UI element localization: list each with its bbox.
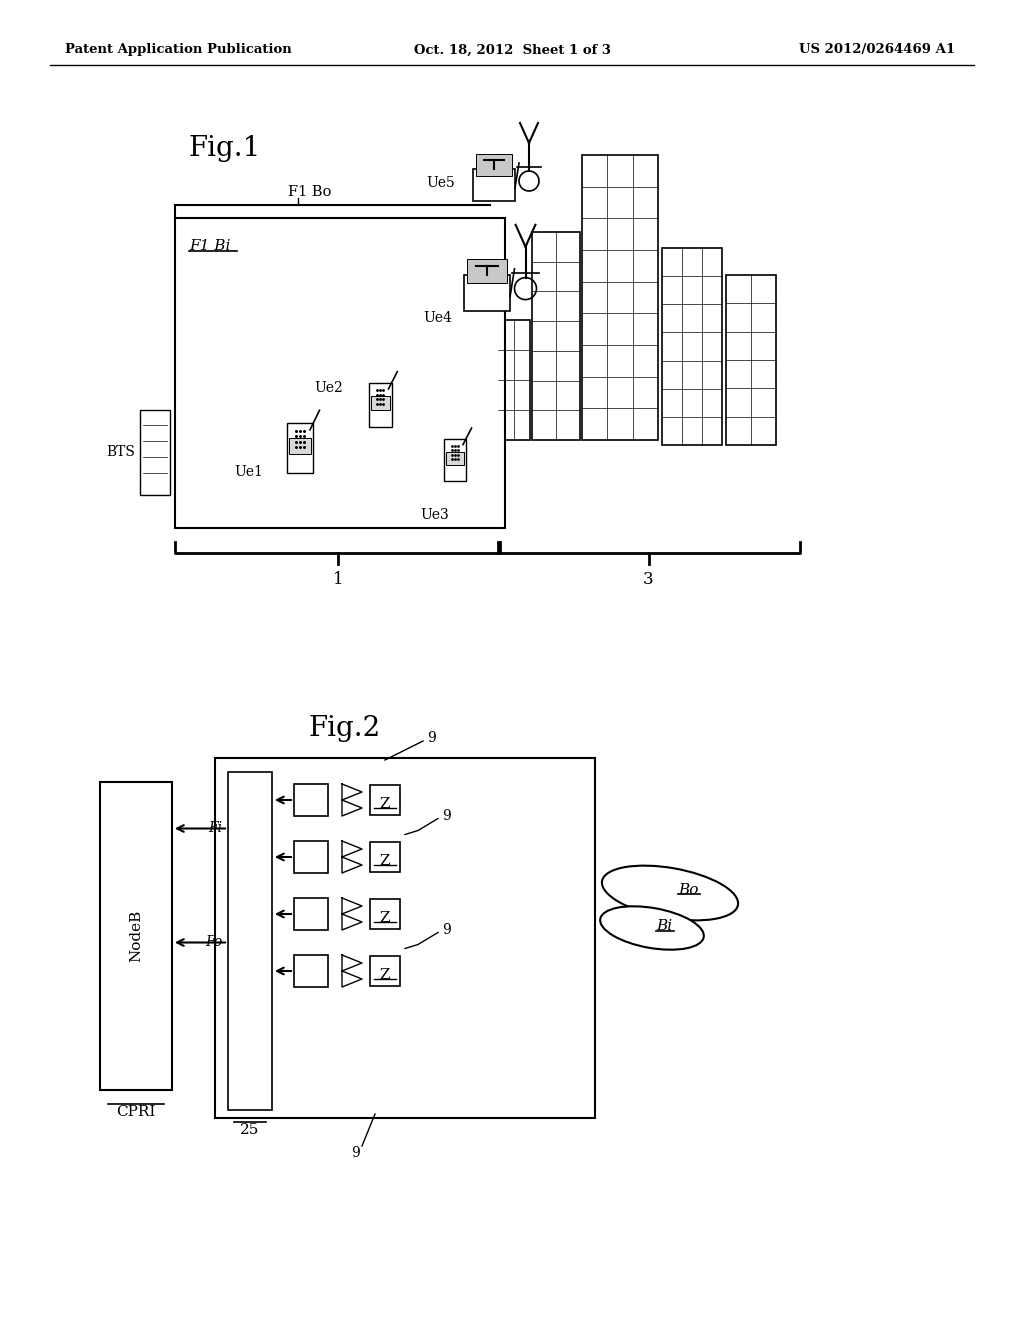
Bar (289, 438, 311, 454)
FancyBboxPatch shape (444, 440, 466, 480)
Bar (498, 319, 530, 440)
Text: Z: Z (380, 911, 390, 925)
Bar (467, 259, 507, 284)
Text: Z: Z (380, 854, 390, 869)
Bar (175, 218, 505, 528)
Text: Patent Application Publication: Patent Application Publication (65, 44, 292, 57)
Text: 3: 3 (643, 572, 653, 589)
Bar (662, 248, 722, 445)
FancyBboxPatch shape (369, 383, 391, 426)
Text: 9: 9 (350, 1146, 359, 1160)
Text: Z: Z (380, 797, 390, 810)
Text: 1: 1 (333, 572, 343, 589)
Bar (294, 898, 328, 931)
Bar (532, 232, 580, 440)
Text: 9: 9 (427, 731, 436, 744)
Text: Ue2: Ue2 (314, 381, 343, 395)
Text: Z: Z (380, 968, 390, 982)
Text: 25: 25 (241, 1123, 260, 1137)
Bar (473, 169, 515, 201)
Text: Fo: Fo (205, 936, 222, 949)
Text: F1 Bo: F1 Bo (288, 185, 332, 199)
Text: US 2012/0264469 A1: US 2012/0264469 A1 (799, 44, 955, 57)
Text: Ue4: Ue4 (423, 312, 452, 325)
Ellipse shape (600, 907, 703, 949)
Bar (294, 784, 328, 816)
Bar (140, 411, 170, 495)
Text: Oct. 18, 2012  Sheet 1 of 3: Oct. 18, 2012 Sheet 1 of 3 (414, 44, 610, 57)
Bar (294, 954, 328, 987)
Ellipse shape (602, 866, 738, 920)
Text: Fi: Fi (208, 821, 222, 836)
Bar (215, 758, 595, 1118)
Bar (100, 781, 172, 1090)
Text: CPRI: CPRI (117, 1105, 156, 1119)
Text: Bo: Bo (678, 883, 698, 898)
Text: NodeB: NodeB (129, 909, 143, 962)
Text: Fig.2: Fig.2 (308, 714, 380, 742)
Text: Ue3: Ue3 (420, 508, 449, 521)
Bar (228, 772, 272, 1110)
Text: 9: 9 (442, 924, 451, 937)
Text: Fig.1: Fig.1 (188, 135, 260, 161)
Bar (370, 842, 400, 873)
Bar (582, 154, 658, 440)
Bar (370, 956, 400, 986)
Bar (370, 899, 400, 929)
Bar (446, 451, 464, 465)
Bar (371, 396, 389, 411)
Text: 9: 9 (442, 809, 451, 824)
FancyBboxPatch shape (287, 424, 313, 473)
Text: Ue1: Ue1 (234, 465, 263, 479)
Bar (370, 785, 400, 814)
Bar (476, 154, 512, 176)
Bar (294, 841, 328, 873)
Bar (726, 275, 776, 445)
Bar (464, 276, 510, 310)
Text: Ue5: Ue5 (426, 176, 455, 190)
Text: BTS: BTS (106, 445, 135, 459)
Text: F1 Bi: F1 Bi (189, 239, 230, 253)
Text: Bi: Bi (656, 919, 672, 933)
